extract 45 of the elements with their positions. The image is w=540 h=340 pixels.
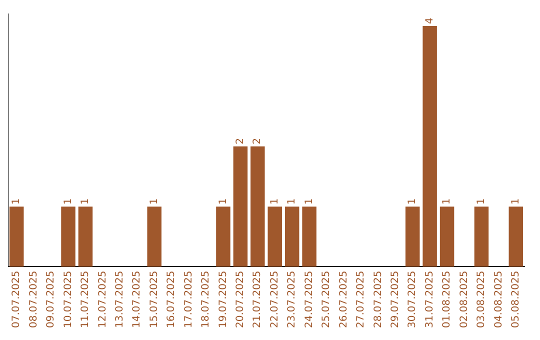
data-label: 1	[62, 198, 74, 205]
data-label: 1	[407, 198, 418, 205]
x-tick-label: 02.08.2025	[458, 270, 470, 328]
x-tick-label: 05.08.2025	[510, 270, 522, 328]
data-label: 1	[510, 198, 522, 205]
x-tick-label: 10.07.2025	[62, 270, 74, 328]
data-label: 1	[269, 198, 280, 205]
x-tick-label: 11.07.2025	[80, 270, 92, 328]
data-label: 1	[304, 198, 315, 205]
data-label: 4	[424, 18, 436, 24]
x-tick-label: 09.07.2025	[46, 270, 57, 328]
x-tick-label: 25.07.2025	[321, 270, 332, 328]
data-label: 1	[148, 198, 160, 205]
data-label: 1	[218, 198, 229, 205]
x-tick-label: 12.07.2025	[97, 270, 108, 328]
data-label: 2	[235, 138, 246, 144]
x-tick-label: 28.07.2025	[372, 270, 384, 328]
x-tick-label: 08.07.2025	[28, 270, 40, 328]
x-tick-label: 01.08.2025	[442, 270, 453, 328]
x-tick-label: 19.07.2025	[218, 270, 229, 328]
x-tick-label: 30.07.2025	[407, 270, 418, 328]
x-tick-label: 26.07.2025	[338, 270, 350, 328]
data-label: 1	[11, 198, 22, 205]
x-tick-label: 03.08.2025	[476, 270, 488, 328]
x-tick-label: 13.07.2025	[114, 270, 126, 328]
x-tick-label: 22.07.2025	[269, 270, 280, 328]
x-tick-label: 29.07.2025	[390, 270, 401, 328]
x-tick-label: 04.08.2025	[493, 270, 504, 328]
x-tick-label: 14.07.2025	[132, 270, 143, 328]
data-label: 1	[286, 198, 298, 205]
data-label: 2	[252, 138, 264, 144]
x-tick-label: 16.07.2025	[166, 270, 178, 328]
data-label: 1	[476, 198, 488, 205]
x-tick-label: 23.07.2025	[286, 270, 298, 328]
x-tick-label: 21.07.2025	[252, 270, 264, 328]
x-tick-label: 31.07.2025	[424, 270, 436, 328]
data-label: 1	[80, 198, 92, 205]
x-tick-label: 27.07.2025	[356, 270, 367, 328]
x-tick-label: 15.07.2025	[148, 270, 160, 328]
data-label: 1	[442, 198, 453, 205]
x-tick-label: 07.07.2025	[11, 270, 22, 328]
x-tick-label: 24.07.2025	[304, 270, 315, 328]
x-tick-label: 20.07.2025	[235, 270, 246, 328]
x-tick-label: 18.07.2025	[200, 270, 212, 328]
x-tick-label: 17.07.2025	[183, 270, 194, 328]
